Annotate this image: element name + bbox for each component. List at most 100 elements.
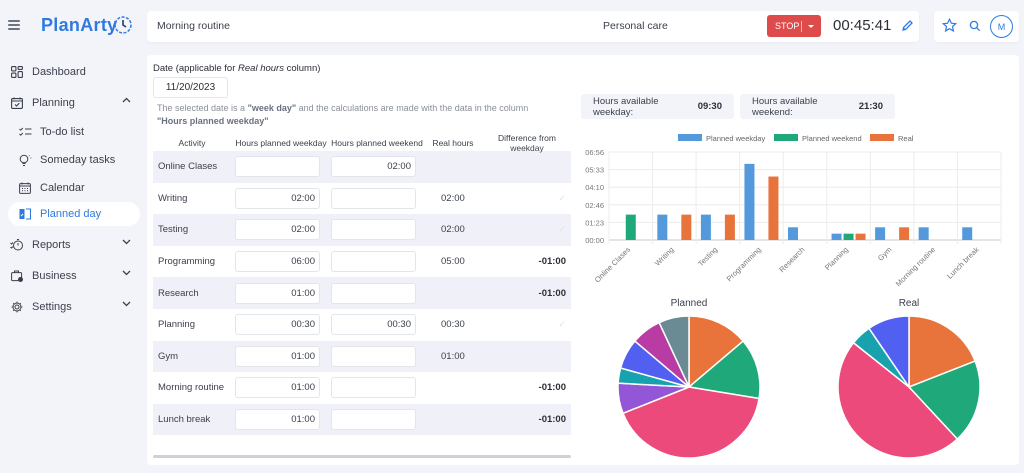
legend-swatch[interactable]	[774, 134, 798, 141]
weekday-hours-input[interactable]: 02:00	[235, 187, 320, 209]
hours-available-weekday: Hours available weekday: 09:30	[581, 94, 734, 119]
bar-planned-weekday[interactable]	[875, 227, 886, 240]
logo[interactable]: PlanArty	[41, 15, 133, 36]
weekday-hours-input[interactable]: 01:00	[235, 282, 320, 304]
chevron-up-icon[interactable]	[122, 97, 131, 103]
pie-title: Planned	[670, 298, 708, 309]
real-hours: 01:00	[441, 350, 465, 362]
weekend-hours-input[interactable]	[331, 377, 416, 399]
bar-planned-weekday[interactable]	[700, 214, 711, 240]
pie-slice-writing[interactable]	[908, 315, 977, 389]
pencil-icon[interactable]	[901, 19, 914, 32]
weekday-hours-input[interactable]	[235, 156, 320, 178]
note-daytype: "week day"	[247, 103, 297, 113]
weekday-hours-input[interactable]: 01:00	[235, 409, 320, 431]
pie-slice-writing[interactable]	[688, 315, 745, 389]
sidebar-item-planning[interactable]: Planning	[0, 87, 145, 118]
weekday-hours-input[interactable]: 00:30	[235, 314, 320, 336]
gear-icon	[10, 300, 24, 314]
sidebar-item-settings[interactable]: Settings	[0, 291, 145, 322]
sidebar-item-business[interactable]: Business	[0, 260, 145, 291]
weekend-hours-input[interactable]: 00:30	[331, 314, 416, 336]
bar-planned-weekend[interactable]	[625, 214, 636, 240]
clock-icon	[114, 16, 133, 34]
activity-name: Morning routine	[158, 382, 225, 394]
weekend-hours-input[interactable]	[331, 345, 416, 367]
weekday-hours-input[interactable]: 06:00	[235, 251, 320, 273]
sidebar-item-dashboard[interactable]: Dashboard	[0, 56, 145, 87]
note-middle: and the calculations are made with the d…	[296, 103, 529, 113]
sidebar-item-calendar[interactable]: Calendar	[0, 174, 145, 202]
weekend-hours-cell: 02:00	[327, 156, 423, 178]
real-hours: 02:00	[441, 192, 465, 204]
bar-planned-weekday[interactable]	[657, 214, 668, 240]
pie-slice-testing[interactable]	[687, 339, 761, 400]
table-row: Online Clases 02:00	[153, 151, 571, 183]
stop-button[interactable]: STOP	[767, 15, 821, 37]
star-icon[interactable]	[942, 18, 957, 33]
bar-planned-weekday[interactable]	[918, 227, 929, 240]
pie-slice-gym[interactable]	[867, 315, 910, 390]
weekday-hours-cell	[231, 156, 327, 178]
weekend-hours-input[interactable]	[331, 251, 416, 273]
bar-planned-weekday[interactable]	[831, 233, 842, 240]
pie-slice-programming[interactable]	[622, 386, 760, 459]
bar-real[interactable]	[681, 214, 692, 240]
sidebar-item-todo-list[interactable]: To-do list	[0, 118, 145, 146]
weekend-hours-cell	[327, 345, 423, 367]
chevron-down-icon[interactable]	[122, 301, 131, 307]
search-icon[interactable]	[969, 20, 981, 32]
legend-swatch[interactable]	[870, 134, 894, 141]
legend-label[interactable]: Planned weekday	[706, 134, 765, 143]
table-body: Online Clases 02:00 Writing 02:00 02:00 ✓ Test…	[153, 151, 571, 436]
weekend-hours-input[interactable]	[331, 219, 416, 241]
x-tick-label: Research	[777, 245, 806, 274]
weekend-hours-input[interactable]: 02:00	[331, 156, 416, 178]
weekend-hours-input[interactable]	[331, 409, 416, 431]
table-row: Gym 01:00 01:00	[153, 340, 571, 373]
check-icon: ✓	[558, 224, 566, 235]
sidebar-item-reports[interactable]: Reports	[0, 229, 145, 260]
avatar-initial: M	[997, 21, 1006, 32]
planned-pie-chart: Planned	[609, 291, 769, 471]
date-input[interactable]: 11/20/2023	[153, 77, 228, 98]
bar-real[interactable]	[899, 227, 910, 240]
weekend-hours-input[interactable]	[331, 187, 416, 209]
bar-real[interactable]	[768, 176, 779, 240]
note-prefix: The selected date is a	[157, 103, 248, 113]
x-tick-label: Programming	[725, 245, 763, 283]
hours-bar-chart: Planned weekday Planned weekend Real 00:00 0…	[585, 134, 1002, 288]
activity-name: Research	[158, 287, 199, 299]
weekday-hours-cell: 01:00	[231, 377, 327, 399]
activity-name: Online Clases	[158, 161, 218, 173]
pie-slice-programming[interactable]	[837, 341, 959, 459]
bar-real[interactable]	[855, 233, 866, 240]
pie-slice-lunch-break[interactable]	[658, 315, 690, 388]
bar-planned-weekday[interactable]	[744, 163, 755, 240]
difference: -01:00	[483, 288, 571, 299]
legend-swatch[interactable]	[678, 134, 702, 141]
horizontal-scrollbar[interactable]	[153, 455, 571, 458]
stop-label: STOP	[775, 21, 800, 31]
pie-slice-testing[interactable]	[907, 360, 981, 441]
legend-label[interactable]: Real	[898, 134, 914, 143]
avatar[interactable]: M	[990, 15, 1013, 38]
bar-planned-weekday[interactable]	[788, 227, 798, 240]
sidebar-item-someday-tasks[interactable]: Someday tasks	[0, 146, 145, 174]
caret-down-icon[interactable]	[808, 24, 814, 28]
sidebar-item-label: Dashboard	[32, 65, 86, 78]
weekend-hours-input[interactable]	[331, 282, 416, 304]
bar-real[interactable]	[724, 214, 735, 240]
current-task-name[interactable]: Morning routine	[157, 20, 230, 32]
chevron-down-icon[interactable]	[122, 270, 131, 276]
chevron-down-icon[interactable]	[122, 239, 131, 245]
sidebar-item-planned-day[interactable]: Planned day	[8, 202, 140, 226]
weekday-hours-input[interactable]: 01:00	[235, 345, 320, 367]
weekday-hours-input[interactable]: 02:00	[235, 219, 320, 241]
legend-label[interactable]: Planned weekend	[802, 134, 862, 143]
bar-planned-weekend[interactable]	[843, 233, 854, 240]
hamburger-menu-icon[interactable]	[8, 20, 20, 30]
bar-planned-weekday[interactable]	[962, 227, 973, 240]
check-icon: ✓	[558, 319, 566, 330]
weekday-hours-input[interactable]: 01:00	[235, 377, 320, 399]
